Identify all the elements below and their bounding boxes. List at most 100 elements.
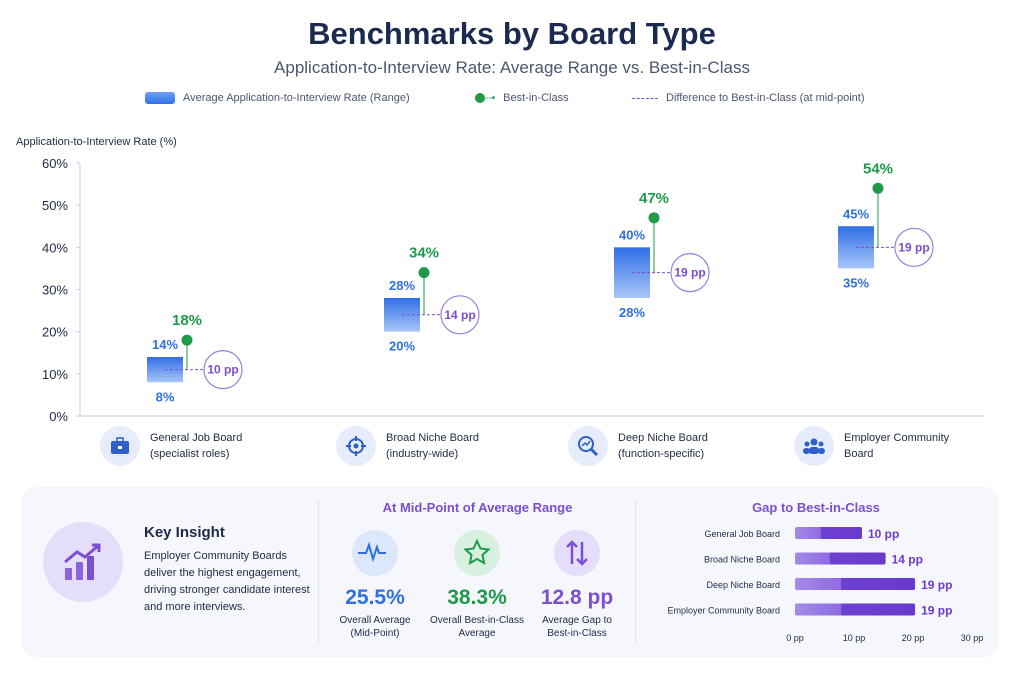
low-label: 35%: [843, 275, 869, 290]
growth-chart-icon: [43, 522, 123, 602]
stat-value: 12.8 pp: [540, 586, 614, 609]
category-label: Employer Community Board: [794, 426, 949, 466]
best-point: [648, 212, 660, 224]
high-label: 28%: [389, 278, 415, 293]
stat-label-line: Average Gap to: [542, 615, 612, 626]
stat-label: Overall Best-in-Class Average: [422, 614, 532, 640]
gap-x-tick-label: 10 pp: [843, 633, 866, 643]
y-tick-label: 0%: [49, 409, 68, 424]
gap-value-label: 19 pp: [921, 578, 952, 592]
stat-card: 38.3% Overall Best-in-Class Average: [422, 530, 532, 640]
category-label: Deep Niche Board (function-specific): [568, 426, 708, 466]
gap-bar: [795, 527, 862, 539]
midpoint-title: At Mid-Point of Average Range: [382, 500, 573, 515]
best-point: [181, 334, 193, 346]
range-swatch-icon: [145, 92, 175, 104]
high-label: 45%: [843, 206, 869, 221]
gap-value-label: 10 pp: [868, 527, 899, 541]
stat-card: 12.8 pp Average Gap to Best-in-Class: [522, 530, 632, 640]
legend-best-label: Best-in-Class: [503, 92, 569, 104]
stat-label: Overall Average (Mid-Point): [320, 614, 430, 640]
best-point: [872, 182, 884, 194]
legend-diff-label: Difference to Best-in-Class (at mid-poin…: [666, 92, 865, 104]
gap-chart-title: Gap to Best-in-Class: [752, 500, 880, 515]
stat-value: 38.3%: [447, 586, 507, 609]
best-label: 47%: [639, 190, 669, 207]
gap-x-tick-label: 20 pp: [902, 633, 925, 643]
dashed-line-icon: [632, 97, 658, 99]
gap-value-label: 19 pp: [921, 604, 952, 618]
gap-badge-label: 10 pp: [207, 363, 238, 377]
page-title: Benchmarks by Board Type: [308, 16, 716, 51]
y-tick-label: 10%: [42, 367, 68, 382]
gap-x-tick-label: 30 pp: [961, 633, 984, 643]
stat-label-line: Average: [458, 628, 496, 639]
category-name: Employer Community: [844, 432, 950, 444]
up-down-arrows-icon: [554, 530, 600, 576]
y-tick-label: 40%: [42, 240, 68, 255]
legend-best: --• Best-in-Class: [475, 92, 569, 104]
low-label: 20%: [389, 339, 415, 354]
gap-category-label: Employer Community Board: [667, 606, 780, 616]
briefcase-icon: [100, 426, 140, 466]
gap-bar: [795, 552, 886, 565]
green-dot-icon: --•: [475, 93, 495, 104]
stat-label-line: Best-in-Class: [547, 628, 607, 639]
category-label: Broad Niche Board (industry-wide): [336, 426, 479, 466]
category-name: Deep Niche Board: [618, 432, 708, 444]
gap-value-label: 14 pp: [892, 553, 923, 567]
legend-diff: Difference to Best-in-Class (at mid-poin…: [632, 92, 864, 104]
best-point: [418, 267, 430, 279]
insight-title: Key Insight: [144, 524, 225, 541]
gap-bar: [795, 578, 916, 590]
divider: [635, 500, 636, 645]
legend-range-label: Average Application-to-Interview Rate (R…: [183, 92, 410, 104]
gap-badge-label: 14 pp: [444, 308, 475, 322]
best-label: 18%: [172, 312, 202, 329]
range-chart: 0% 10% 20% 30% 40% 50% 60% 18% 14% 8% 10 pp 34% 28% 2…: [42, 156, 985, 424]
summary-panel: [22, 487, 998, 657]
gap-chart: General Job Board 10 pp Broad Niche Board 1…: [667, 527, 984, 643]
category-sub: (specialist roles): [150, 448, 230, 460]
category-sub: Board: [844, 448, 874, 460]
stat-label-line: Overall Average: [339, 615, 411, 626]
star-icon: [454, 530, 500, 576]
high-label: 40%: [619, 227, 645, 242]
high-label: 14%: [152, 337, 178, 352]
category-sub: (function-specific): [618, 448, 705, 460]
gap-badge-label: 19 pp: [674, 266, 705, 280]
gap-badge: [203, 350, 243, 390]
category-label: General Job Board (specialist roles): [100, 426, 242, 466]
target-icon: [336, 426, 376, 466]
gap-badge-label: 19 pp: [898, 240, 929, 254]
y-tick-label: 60%: [42, 156, 68, 171]
gap-category-label: Broad Niche Board: [704, 555, 780, 565]
stat-label: Average Gap to Best-in-Class: [522, 614, 632, 640]
y-tick-label: 50%: [42, 198, 68, 213]
insight-text: Employer Community Boards deliver the hi…: [144, 550, 310, 613]
gap-badge: [440, 295, 480, 335]
category-name: General Job Board: [150, 432, 243, 444]
magnifier-chart-icon: [568, 426, 608, 466]
gap-badge: [670, 253, 710, 293]
pulse-icon: [352, 530, 398, 576]
stat-label-line: Overall Best-in-Class: [430, 615, 524, 626]
people-icon: [794, 426, 834, 466]
stat-card: 25.5% Overall Average (Mid-Point): [320, 530, 430, 640]
stat-value: 25.5%: [345, 586, 405, 609]
gap-bar: [795, 603, 916, 616]
legend-range: Average Application-to-Interview Rate (R…: [145, 92, 410, 104]
low-label: 8%: [156, 389, 175, 404]
category-sub: (industry-wide): [386, 448, 459, 460]
gap-x-tick-label: 0 pp: [786, 633, 804, 643]
divider: [318, 500, 319, 645]
stat-label-line: (Mid-Point): [350, 628, 400, 639]
gap-category-label: Deep Niche Board: [706, 580, 780, 590]
y-tick-label: 20%: [42, 325, 68, 340]
best-label: 34%: [409, 245, 439, 262]
y-axis-label: Application-to-Interview Rate (%): [16, 136, 177, 148]
category-name: Broad Niche Board: [386, 432, 479, 444]
gap-badge: [894, 227, 934, 267]
y-tick-label: 30%: [42, 283, 68, 298]
best-label: 54%: [863, 160, 893, 177]
